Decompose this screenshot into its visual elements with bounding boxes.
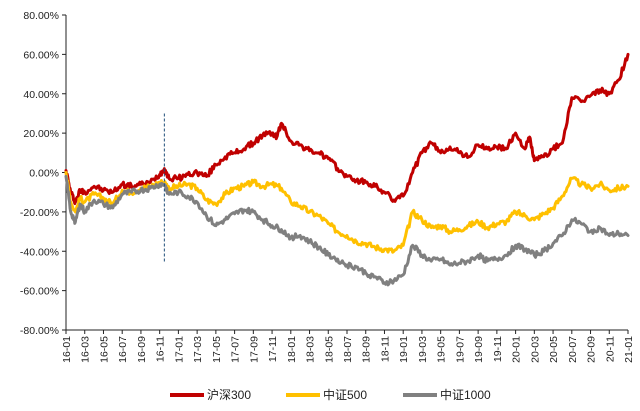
legend-label: 沪深300 — [207, 388, 251, 402]
x-tick-label: 17-05 — [211, 336, 223, 363]
y-tick-label: 40.00% — [23, 89, 59, 101]
x-tick-label: 17-07 — [230, 336, 242, 363]
series-line-1 — [64, 52, 630, 206]
x-tick-label: 19-11 — [492, 336, 504, 362]
legend-label: 中证500 — [323, 387, 367, 402]
x-tick-label: 20-03 — [529, 336, 541, 363]
x-tick-label: 18-01 — [286, 336, 298, 363]
x-tick-label: 17-01 — [173, 336, 185, 363]
x-tick-label: 20-07 — [567, 336, 579, 363]
y-tick-label: -40.00% — [20, 246, 59, 258]
x-tick-label: 16-07 — [117, 336, 129, 363]
x-tick-label: 17-11 — [267, 336, 279, 362]
x-tick-label: 18-05 — [323, 336, 335, 363]
y-tick-label: 60.00% — [23, 49, 59, 61]
x-tick-label: 21-01 — [623, 336, 635, 363]
x-tick-label: 19-05 — [436, 336, 448, 363]
x-tick-label: 17-09 — [248, 336, 260, 363]
x-tick-label: 16-11 — [155, 336, 167, 362]
x-tick-label: 20-05 — [548, 336, 560, 363]
x-tick-label: 20-09 — [586, 336, 598, 363]
x-tick-label: 20-01 — [511, 336, 523, 363]
x-tick-label: 18-11 — [379, 336, 391, 362]
x-tick-label: 18-07 — [342, 336, 354, 363]
x-tick-label: 17-03 — [192, 336, 204, 363]
y-tick-label: 0.00% — [29, 168, 59, 180]
x-tick-label: 20-11 — [604, 336, 616, 362]
x-tick-label: 19-09 — [473, 336, 485, 363]
legend: 沪深300 中证500 中证1000 — [170, 387, 491, 402]
series-line-2 — [64, 171, 630, 254]
y-axis: 80.00% 60.00% 40.00% 20.00% 0.00% -20.00% -40.… — [20, 10, 67, 337]
x-tick-label: 16-01 — [61, 336, 73, 363]
y-tick-label: 20.00% — [23, 128, 59, 140]
y-tick-label: -80.00% — [20, 325, 59, 337]
y-tick-label: -60.00% — [20, 286, 59, 298]
x-axis: 16-01 16-03 16-05 16-07 16-09 16-11 17-01 17-03… — [61, 329, 635, 363]
x-tick-label: 16-03 — [80, 336, 92, 363]
x-tick-label: 16-05 — [98, 336, 110, 363]
x-tick-label: 16-09 — [136, 336, 148, 363]
x-tick-label: 18-03 — [305, 336, 317, 363]
y-tick-label: -20.00% — [20, 207, 59, 219]
x-tick-label: 19-01 — [398, 336, 410, 363]
legend-label: 中证1000 — [440, 387, 491, 402]
x-tick-label: 19-07 — [454, 336, 466, 363]
x-tick-label: 18-09 — [361, 336, 373, 363]
series-line-3 — [64, 174, 630, 287]
series-lines — [64, 52, 630, 287]
y-tick-label: 80.00% — [23, 10, 59, 22]
x-tick-label: 19-03 — [417, 336, 429, 363]
